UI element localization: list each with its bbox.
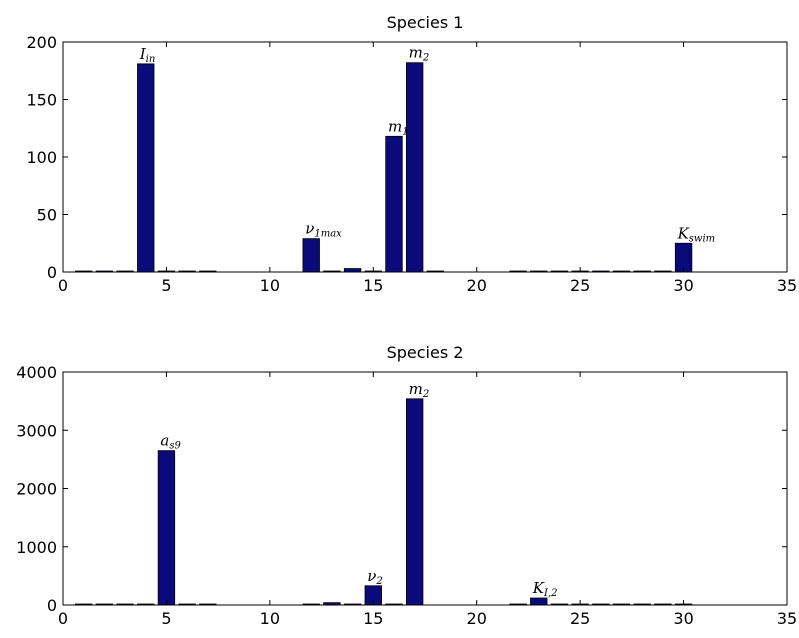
bar-annotation: m1 [388,117,409,137]
bar-annotation: Kswim [677,224,716,244]
bar [302,238,320,273]
chart-species-2: Species 2 0 5 10 15 20 25 30 35 0 1000 2000 3000 400… [16,343,797,628]
bar [385,135,403,273]
x-tick-label: 35 [777,609,797,628]
x-tick-label: 30 [673,609,693,628]
bar-annotation: m2 [409,44,430,64]
x-tick-label: 0 [58,276,68,295]
y-tick-label: 3000 [16,421,57,440]
chart-title: Species 2 [387,343,464,362]
bar-annotation: ν2 [367,567,383,587]
bar [343,268,362,273]
bar [405,398,424,606]
y-tick-label: 50 [37,206,57,225]
x-tick-label: 15 [363,276,383,295]
bar [530,597,548,606]
x-tick-label: 35 [777,276,797,295]
bar [157,450,176,606]
chart-title: Species 1 [387,13,464,32]
x-tick-label: 5 [161,609,171,628]
x-tick-label: 30 [673,276,693,295]
x-tick-label: 15 [363,609,383,628]
y-tick-label: 2000 [16,480,57,499]
bar [405,62,424,273]
y-tick-label: 1000 [16,538,57,557]
bar-annotation: KI,2 [532,579,558,599]
y-tick-label: 0 [47,596,57,615]
bar-annotation: ν1max [305,220,342,240]
x-tick-label: 0 [58,609,68,628]
chart-species-1: Species 1 0 5 10 15 20 25 30 35 0 50 100 150 200 Iin ν… [26,13,797,295]
bar-annotation: m2 [409,380,430,400]
bar-annotation: Iin [139,45,156,65]
y-tick-label: 200 [26,33,57,52]
x-tick-label: 10 [260,609,280,628]
y-tick-label: 0 [47,263,57,282]
x-tick-label: 20 [467,276,487,295]
x-tick-label: 25 [570,609,590,628]
x-tick-label: 20 [467,609,487,628]
x-tick-label: 25 [570,276,590,295]
y-tick-label: 100 [26,148,57,167]
bar-annotation: as9 [160,432,181,452]
y-tick-label: 4000 [16,363,57,382]
x-tick-label: 10 [260,276,280,295]
bar [137,63,155,273]
x-tick-label: 5 [161,276,171,295]
y-tick-label: 150 [26,91,57,110]
